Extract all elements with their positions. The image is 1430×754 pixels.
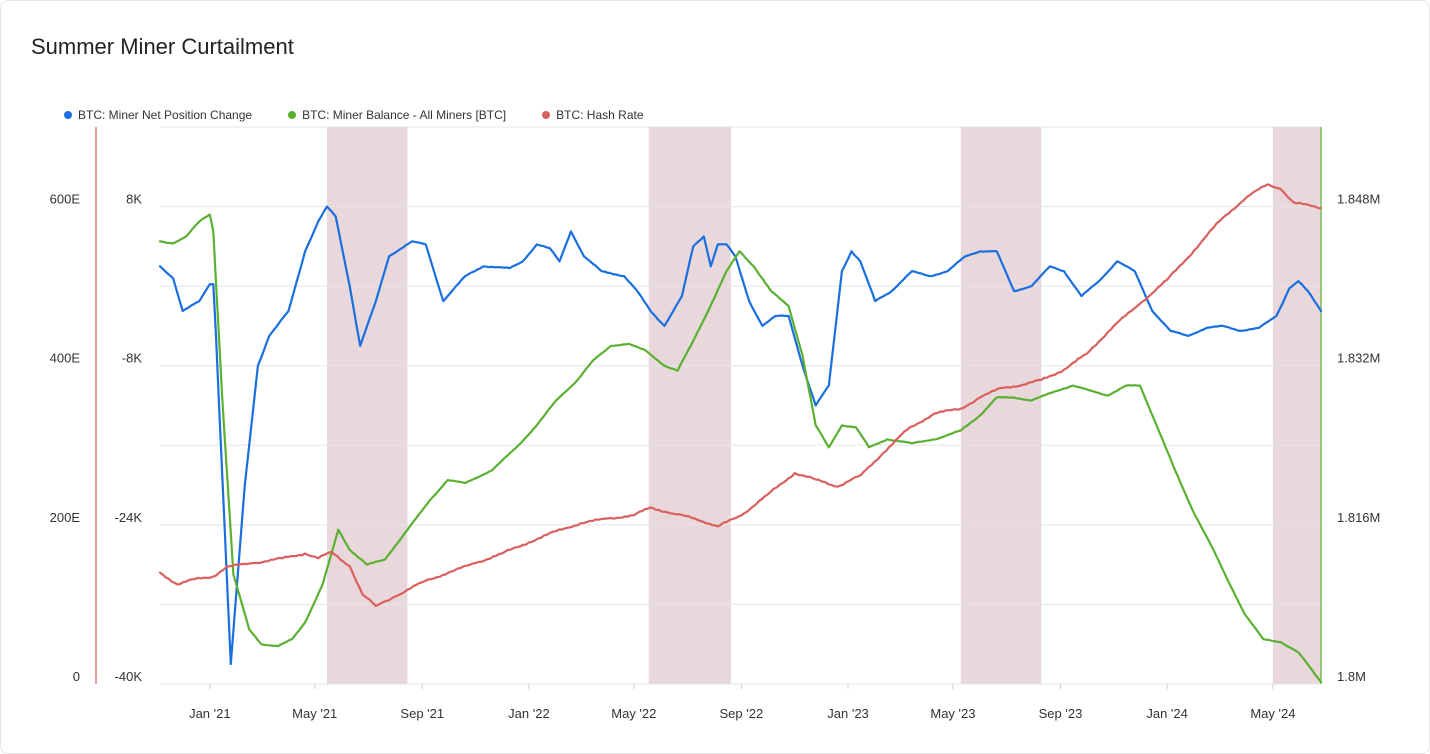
x-tick-label: Jan '22 [508,706,550,721]
y-tick-hash-rate: 400E [50,351,81,366]
x-tick-label: Jan '21 [189,706,231,721]
shaded-period-0 [326,127,408,684]
y-tick-miner-balance: 1.832M [1337,351,1380,366]
y-tick-miner-balance: 1.816M [1337,510,1380,525]
chart-legend: BTC: Miner Net Position Change BTC: Mine… [64,108,680,122]
x-tick-label: May '24 [1250,706,1295,721]
legend-label-hash-rate: BTC: Hash Rate [556,108,644,122]
y-tick-net-position: -24K [115,510,143,525]
y-tick-miner-balance: 1.8M [1337,669,1366,684]
x-tick-label: May '21 [292,706,337,721]
x-tick-label: May '22 [611,706,656,721]
x-tick-label: Sep '21 [400,706,444,721]
y-tick-net-position: -40K [115,669,143,684]
legend-item-hash-rate[interactable]: BTC: Hash Rate [542,108,644,122]
x-tick-label: Sep '22 [720,706,764,721]
legend-item-miner-balance[interactable]: BTC: Miner Balance - All Miners [BTC] [288,108,506,122]
series-line-btc-hash-rate [158,183,1323,608]
legend-dot-green [288,111,297,119]
y-tick-hash-rate: 200E [50,510,81,525]
y-tick-hash-rate: 0 [73,669,80,684]
shaded-period-1 [648,127,731,684]
series-line-btc-miner-net-position-change [158,205,1323,666]
legend-dot-blue [64,111,72,119]
legend-dot-red [542,111,551,119]
series-line-btc-miner-balance-all-miners-btc [158,213,1323,684]
x-tick-label: Jan '23 [827,706,869,721]
y-tick-net-position: -8K [122,351,143,366]
legend-label-net-position: BTC: Miner Net Position Change [78,108,253,122]
shaded-period-2 [960,127,1042,684]
chart-title: Summer Miner Curtailment [31,34,294,59]
y-tick-net-position: 8K [126,192,142,207]
shaded-period-3 [1272,127,1321,684]
x-tick-label: May '23 [930,706,975,721]
legend-item-net-position[interactable]: BTC: Miner Net Position Change [64,108,252,122]
x-tick-label: Sep '23 [1039,706,1083,721]
y-tick-hash-rate: 600E [50,192,81,207]
y-tick-miner-balance: 1.848M [1337,192,1380,207]
x-tick-label: Jan '24 [1146,706,1188,721]
legend-label-miner-balance: BTC: Miner Balance - All Miners [BTC] [302,108,507,122]
